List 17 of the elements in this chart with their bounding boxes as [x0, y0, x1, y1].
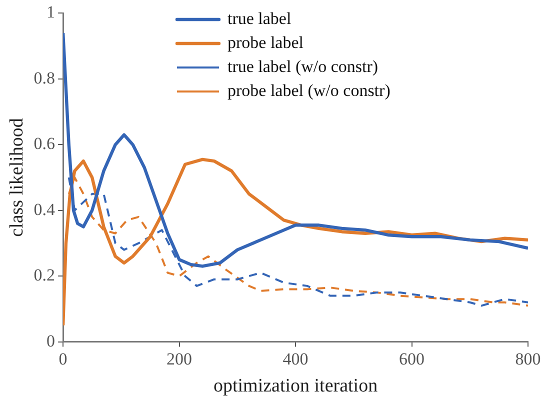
y-axis-title: class likelihood [6, 118, 28, 237]
y-tick-label: 0.8 [34, 68, 56, 88]
legend-label: probe label (w/o constr) [227, 80, 390, 100]
legend-label: true label (w/o constr) [227, 56, 378, 76]
x-tick-label: 400 [282, 349, 308, 368]
y-tick-label: 0.6 [34, 134, 56, 154]
x-tick-label: 600 [399, 349, 425, 368]
legend-label: probe label [227, 32, 304, 52]
x-tick-label: 0 [58, 349, 68, 368]
y-tick-label: 0.2 [34, 266, 56, 285]
x-tick-label: 200 [166, 349, 192, 368]
legend-label: true label [227, 8, 292, 28]
y-tick-label: 0.4 [34, 200, 56, 219]
y-tick-label: 1 [46, 2, 56, 22]
x-axis-title: optimization iteration [213, 376, 378, 397]
y-tick-label: 0 [46, 331, 56, 350]
x-tick-label: 800 [515, 349, 541, 368]
